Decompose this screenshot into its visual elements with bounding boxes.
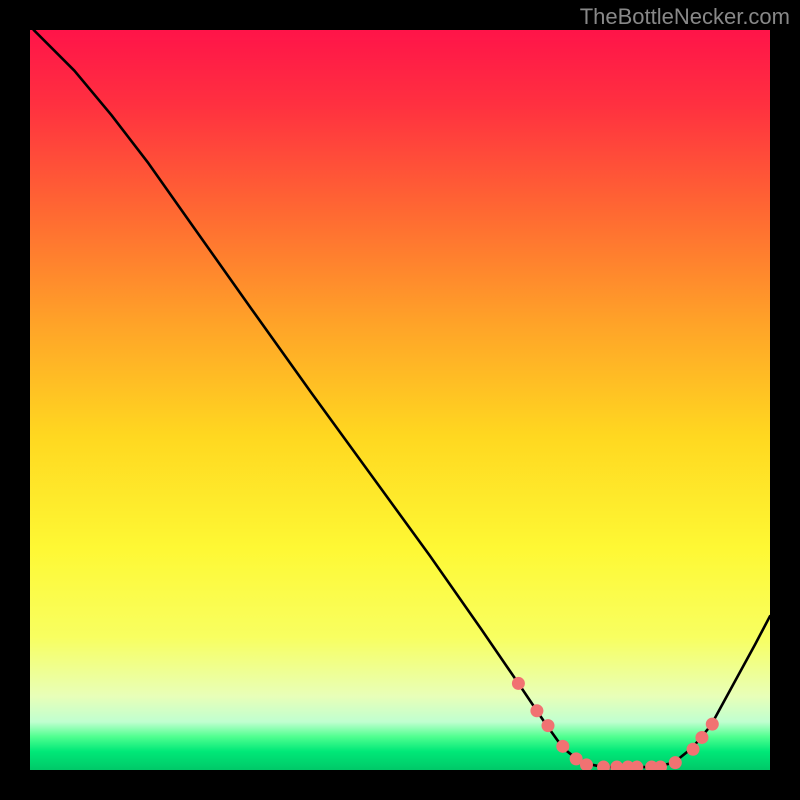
data-marker (706, 718, 719, 731)
data-marker (695, 731, 708, 744)
data-marker (687, 743, 700, 756)
plot-area (30, 30, 770, 770)
chart-svg (30, 30, 770, 770)
data-marker (530, 704, 543, 717)
data-marker (556, 740, 569, 753)
data-marker (542, 719, 555, 732)
watermark-text: TheBottleNecker.com (580, 4, 790, 30)
data-marker (669, 756, 682, 769)
gradient-background (30, 30, 770, 770)
data-marker (512, 677, 525, 690)
chart-container: TheBottleNecker.com (0, 0, 800, 800)
